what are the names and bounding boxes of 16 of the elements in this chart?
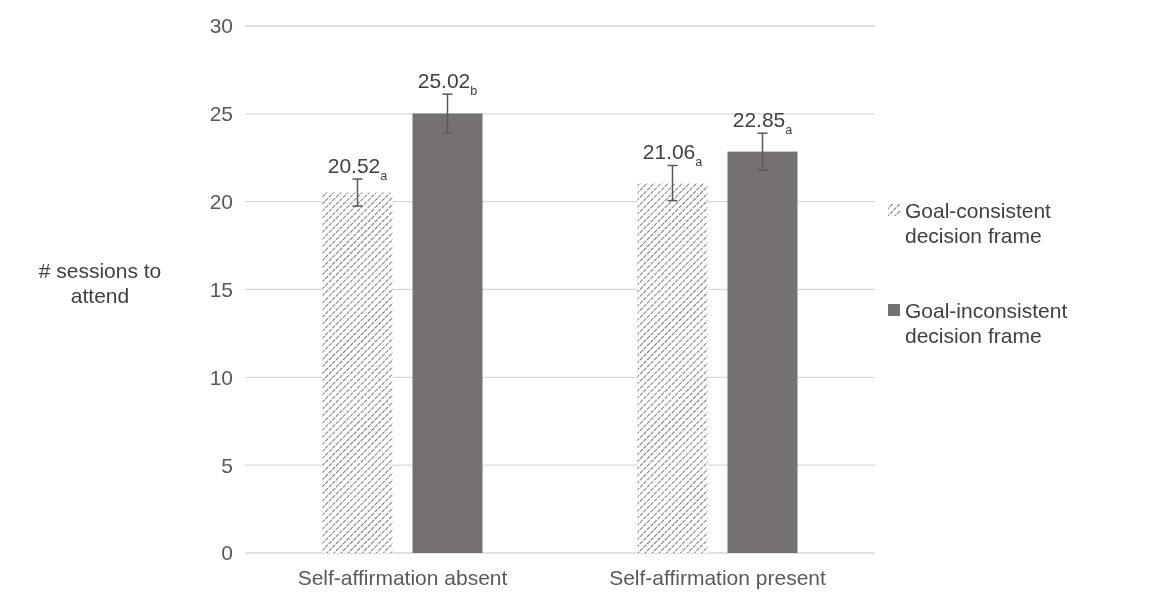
data-label: 25.02$_{b}$: [417, 69, 478, 99]
x-tick-label: Self-affirmation present: [609, 566, 827, 589]
y-tick-label: 15: [209, 277, 233, 301]
y-axis-title: # sessions to attend: [38, 258, 162, 307]
y-tick-label: 5: [221, 453, 233, 477]
y-tick-label: 30: [209, 14, 233, 38]
y-tick-label: 10: [209, 365, 233, 389]
legend-label: Goal-inconsistent decision frame: [905, 299, 1068, 347]
x-tick-label: Self-affirmation absent: [297, 566, 508, 589]
y-tick-label: 0: [221, 541, 233, 565]
data-label: 21.06$_{a}$: [642, 140, 703, 170]
legend-label: Goal-consistent decision frame: [905, 199, 1052, 247]
data-label: 20.52$_{a}$: [327, 154, 388, 184]
y-tick-label: 25: [209, 102, 233, 126]
y-tick-label: 20: [209, 190, 233, 214]
data-label: 22.85$_{a}$: [732, 108, 793, 138]
